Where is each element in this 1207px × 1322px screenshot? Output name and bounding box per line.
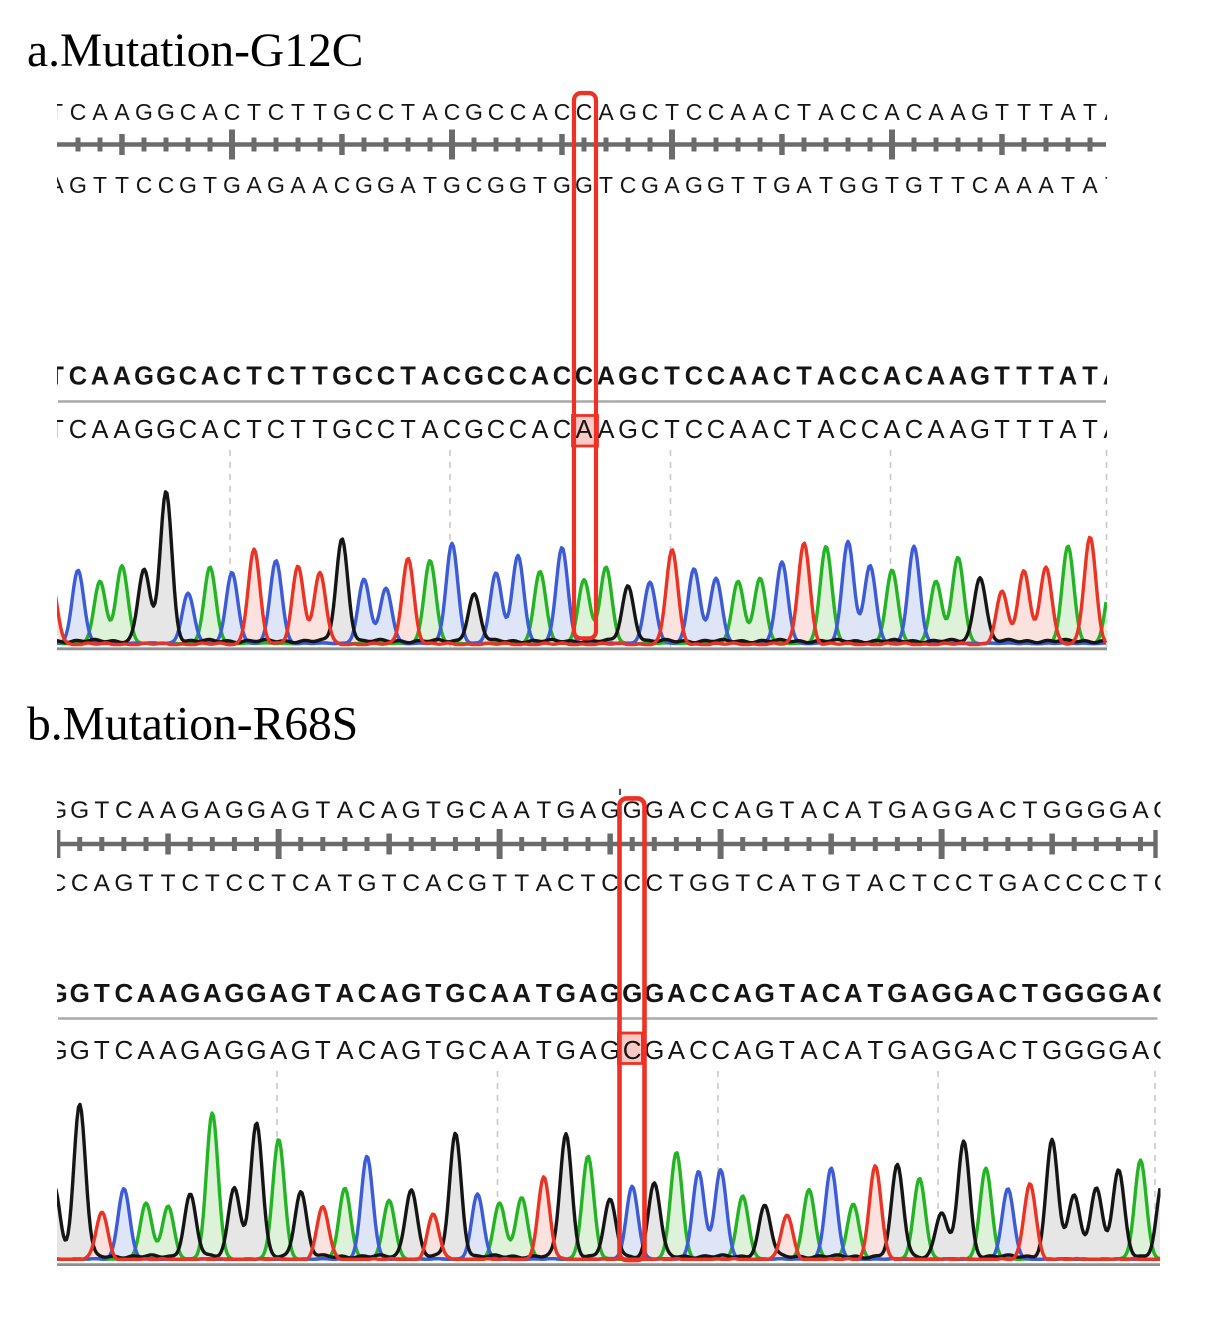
svg-text:GGTCAAGAGGAGTACAGTGCAATGAGCGAC: GGTCAAGAGGAGTACAGTGCAATGAGCGACCAGTACATGA… (47, 1035, 1172, 1065)
svg-text:TCAAGGCACTCTTGCCTACGCCACCAGCTC: TCAAGGCACTCTTGCCTACGCCACCAGCTCCAACTACCAC… (49, 99, 1120, 125)
svg-text:b.Mutation-R68S: b.Mutation-R68S (27, 699, 358, 751)
svg-text:a.Mutation-G12C: a.Mutation-G12C (27, 25, 363, 77)
svg-text:AGTTCCGTGAGAACGGATGCGGTGGTCGAG: AGTTCCGTGAGAACGGATGCGGTGGTCGAGGTTGATGGTG… (48, 172, 1119, 198)
svg-text:GGTCAAGAGGAGTACAGTGCAATGAGGGAC: GGTCAAGAGGAGTACAGTGCAATGAGGGACCAGTACATGA… (48, 797, 1172, 824)
svg-text:CCAGTTCTCCTCATGTCACGTTACTCCCTG: CCAGTTCTCCTCATGTCACGTTACTCCCTGGTCATGTACT… (49, 870, 1172, 897)
svg-text:GGTCAAGAGGAGTACAGTGCAATGAGGGAC: GGTCAAGAGGAGTACAGTGCAATGAGGGACCAGTACATGA… (47, 978, 1172, 1008)
svg-text:TCAAGGCACTCTTGCCTACGCCACCAGCTC: TCAAGGCACTCTTGCCTACGCCACCAGCTCCAACTACCAC… (48, 363, 1121, 391)
